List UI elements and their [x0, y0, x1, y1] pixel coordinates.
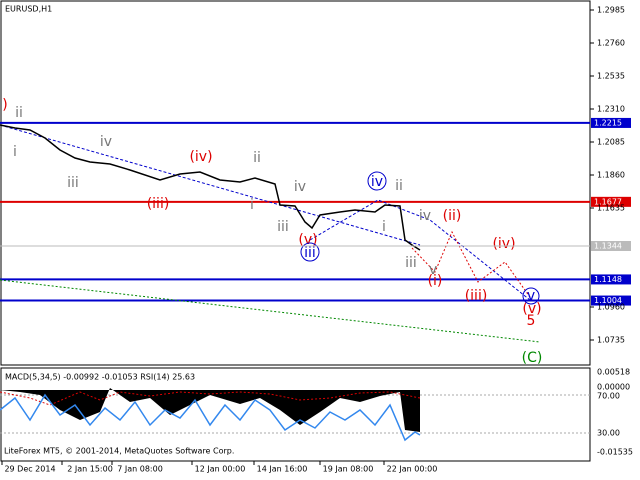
wave-label: (iv)	[189, 149, 212, 165]
levels: 1.2215 1.1677 1.1148 1.1004	[0, 117, 631, 306]
level-box	[591, 295, 631, 306]
wave-label: (v)	[522, 301, 541, 317]
forecast-line	[411, 230, 533, 301]
wave-label: v	[527, 288, 535, 304]
price-axis: 1.2985 1.2760 1.2535 1.2310 1.2085 1.1860 1.16…	[590, 6, 625, 345]
price-tick-label: 1.2535	[597, 72, 625, 81]
time-label: 19 Jan 08:00	[323, 465, 374, 474]
trend-line	[0, 279, 541, 343]
wave-label: i	[382, 219, 386, 235]
macd-histogram	[0, 388, 420, 432]
wave-label: (C)	[522, 350, 543, 366]
level-label: 1.1004	[594, 296, 622, 305]
price-tick-label: 1.0735	[597, 336, 625, 345]
wave-label: iii	[277, 219, 289, 235]
wave-label: (iv)	[492, 236, 515, 252]
macd-signal	[0, 391, 421, 406]
price-tick-label: 1.1635	[597, 204, 625, 213]
indicator-frame	[0, 367, 591, 462]
wave-label: v	[429, 262, 437, 278]
wave-label: iii	[67, 175, 79, 191]
price-tick-label: 1.1860	[597, 171, 625, 180]
time-label: 12 Jan 00:00	[195, 465, 246, 474]
indicator-tick: 30.00	[597, 429, 620, 438]
wave-circle	[300, 242, 320, 262]
current-price-box	[591, 241, 631, 251]
time-label: 29 Dec 2014	[4, 465, 55, 474]
footer: LiteForex MT5, © 2001-2014, MetaQuotes S…	[4, 447, 234, 456]
indicator-title: MACD(5,34,5) -0.00992 -0.01053 RSI(14) 2…	[5, 373, 195, 382]
main-frame	[0, 0, 591, 366]
price-tick-label: 1.2310	[597, 105, 625, 114]
wave-label: (i)	[428, 273, 443, 289]
wave-label: (iii)	[147, 196, 170, 212]
price-tick-label: 1.0960	[597, 303, 625, 312]
level-label: 1.2215	[594, 118, 622, 127]
wave-label: iv	[419, 208, 431, 224]
wave-circle	[522, 287, 540, 305]
price-tick-label: 1.2085	[597, 138, 625, 147]
level-box	[591, 117, 631, 128]
time-label: 14 Jan 16:00	[257, 465, 308, 474]
indicator-tick: 0.00000	[597, 383, 630, 392]
wave-label: iv	[294, 179, 306, 195]
level-box	[591, 196, 631, 207]
wave-label: iii	[405, 255, 417, 271]
symbol-label: EURUSD,H1	[5, 5, 52, 14]
wave-label: iv	[100, 134, 112, 150]
time-label: 7 Jan 08:00	[117, 465, 163, 474]
wave-label: ii	[253, 150, 261, 166]
price-line	[0, 124, 421, 251]
wave-label: iii	[304, 245, 316, 261]
wave-label: (ii)	[443, 208, 462, 224]
current-price: 1.1344	[594, 242, 622, 251]
price-tick-label: 1.2985	[597, 6, 625, 15]
wave-label: (v)	[298, 232, 317, 248]
indicator-tick: 70.00	[597, 392, 620, 401]
wave-line	[309, 199, 531, 301]
time-axis: 29 Dec 2014 2 Jan 15:00 7 Jan 08:00 12 Jan …	[1, 461, 438, 474]
time-label: 22 Jan 00:00	[387, 465, 438, 474]
wave-circle	[367, 171, 387, 191]
wave-labels: ) ii i iii iv (iii) (iv) ii i iii iv (v)…	[2, 97, 542, 366]
indicator-tick: 0.00518	[597, 368, 630, 377]
wave-label: i	[250, 197, 254, 213]
wave-label: )	[2, 97, 7, 113]
wave-label: i	[13, 144, 17, 160]
level-label: 1.1148	[594, 275, 622, 284]
wave-label: ii	[15, 105, 23, 121]
trend-line	[0, 124, 421, 246]
rsi-line	[0, 393, 421, 442]
wave-label: iv	[371, 174, 383, 190]
level-box	[591, 274, 631, 285]
time-label: 2 Jan 15:00	[67, 465, 113, 474]
wave-label: (iii)	[465, 288, 488, 304]
indicator-tick: -0.01535	[597, 448, 633, 457]
wave-label: 5	[527, 313, 536, 329]
wave-label: ii	[395, 178, 403, 194]
price-tick-label: 1.2760	[597, 39, 625, 48]
level-label: 1.1677	[594, 197, 622, 206]
